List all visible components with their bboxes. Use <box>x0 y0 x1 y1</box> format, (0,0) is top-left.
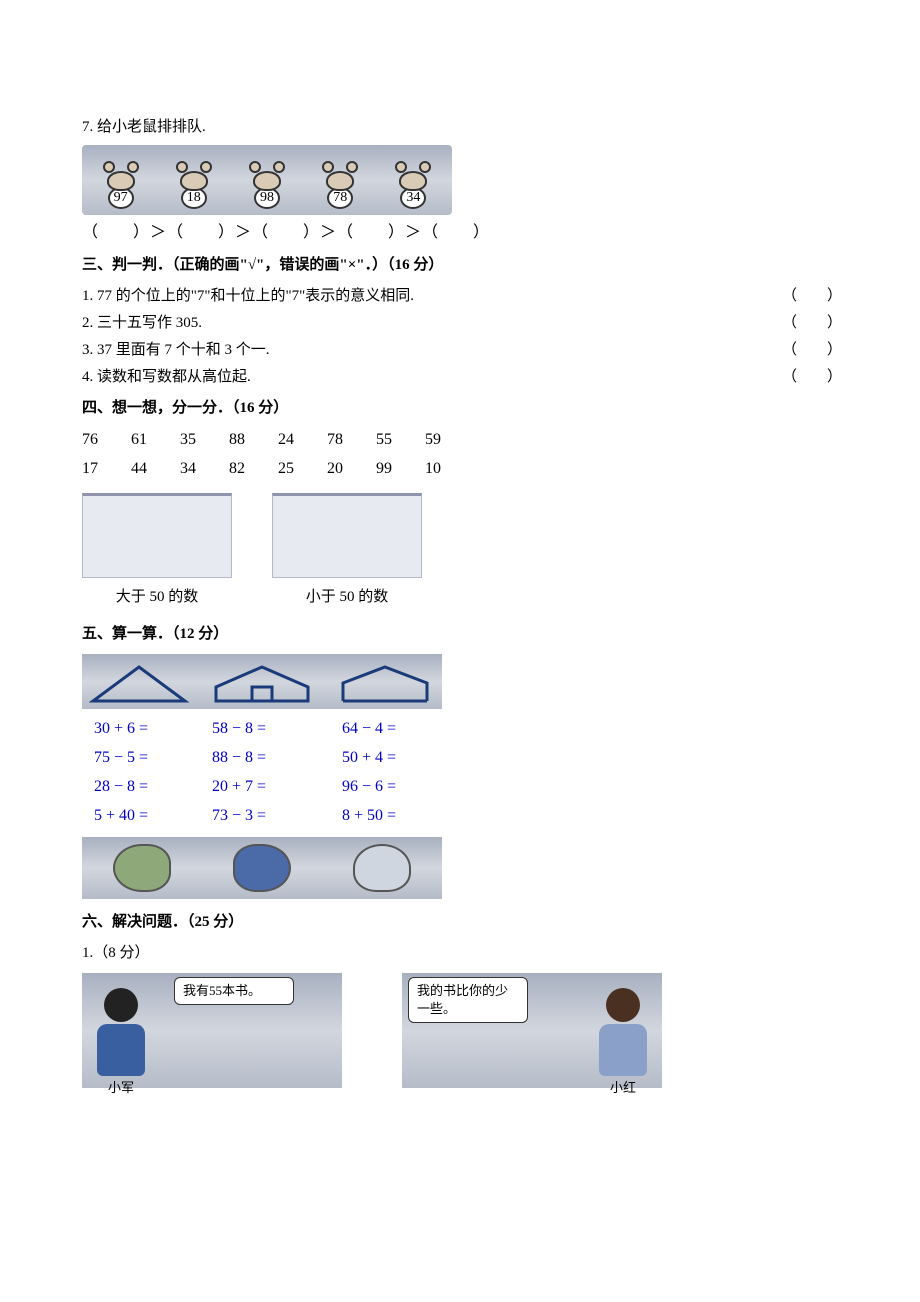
judge-item-3: 3. 37 里面有 7 个十和 3 个一. （ ） <box>82 337 842 364</box>
house-icon <box>212 663 312 705</box>
lt50-box: 小于 50 的数 <box>272 493 422 611</box>
judge-item-4: 4. 读数和写数都从高位起. （ ） <box>82 364 842 391</box>
mouse-4: 78 <box>306 165 375 209</box>
num: 82 <box>229 455 274 484</box>
expr: 88 − 8 = <box>212 744 342 773</box>
judge-text: 3. 37 里面有 7 个十和 3 个一. <box>82 337 270 364</box>
expr: 28 − 8 = <box>82 773 212 802</box>
q7-title: 7. 给小老鼠排排队. <box>82 114 842 141</box>
calc-grid: 30 + 6 = 58 − 8 = 64 − 4 = 75 − 5 = 88 −… <box>82 715 842 830</box>
q6-1-left-panel: 我有55本书。 小军 <box>82 973 342 1088</box>
num: 10 <box>425 455 470 484</box>
judge-text: 2. 三十五写作 305. <box>82 310 202 337</box>
section5-heading: 五、算一算．（12 分） <box>82 621 842 648</box>
section4-heading: 四、想一想，分一分．（16 分） <box>82 395 842 422</box>
box-label-lt: 小于 50 的数 <box>306 584 389 611</box>
num: 88 <box>229 426 274 455</box>
kid-name-right: 小红 <box>594 1076 652 1099</box>
num: 34 <box>180 455 225 484</box>
expr: 30 + 6 = <box>82 715 212 744</box>
number-grid: 76 61 35 88 24 78 55 59 17 44 34 82 25 2… <box>82 426 842 484</box>
box-label-gt: 大于 50 的数 <box>116 584 199 611</box>
mouse-5: 34 <box>379 165 448 209</box>
num: 99 <box>376 455 421 484</box>
judge-item-1: 1. 77 的个位上的"7"和十位上的"7"表示的意义相同. （ ） <box>82 283 842 310</box>
num: 24 <box>278 426 323 455</box>
num: 78 <box>327 426 372 455</box>
num: 55 <box>376 426 421 455</box>
speech-bubble-left: 我有55本书。 <box>174 977 294 1005</box>
speech-bubble-right: 我的书比你的少一些。 <box>408 977 528 1023</box>
mouse-3: 98 <box>232 165 301 209</box>
expr: 75 − 5 = <box>82 744 212 773</box>
expr: 58 − 8 = <box>212 715 342 744</box>
kid-left: 小军 <box>92 988 150 1084</box>
judge-text: 1. 77 的个位上的"7"和十位上的"7"表示的意义相同. <box>82 283 414 310</box>
section3-heading: 三、判一判．（正确的画"√"，错误的画"×"．）（16 分） <box>82 252 842 279</box>
expr: 50 + 4 = <box>342 744 472 773</box>
house-icon <box>335 663 435 705</box>
num: 76 <box>82 426 127 455</box>
kid-name-left: 小军 <box>92 1076 150 1099</box>
q6-1-right-panel: 我的书比你的少一些。 小红 <box>402 973 662 1088</box>
section6-heading: 六、解决问题．（25 分） <box>82 909 842 936</box>
num: 25 <box>278 455 323 484</box>
rabbit-icon <box>353 844 411 892</box>
expr: 20 + 7 = <box>212 773 342 802</box>
gt50-box: 大于 50 的数 <box>82 493 232 611</box>
num: 59 <box>425 426 470 455</box>
judge-blank: （ ） <box>782 364 842 391</box>
num: 17 <box>82 455 127 484</box>
expr: 5 + 40 = <box>82 802 212 831</box>
compare-line: （ ）＞（ ）＞（ ）＞（ ）＞（ ） <box>82 219 842 248</box>
mouse-2: 18 <box>159 165 228 209</box>
calc-footer-image <box>82 837 442 899</box>
q6-1-label: 1.（8 分） <box>82 940 842 967</box>
judge-blank: （ ） <box>782 310 842 337</box>
rooster-icon <box>233 844 291 892</box>
calc-header-image <box>82 654 442 709</box>
judge-item-2: 2. 三十五写作 305. （ ） <box>82 310 842 337</box>
judge-blank: （ ） <box>782 283 842 310</box>
mouse-1: 97 <box>86 165 155 209</box>
expr: 8 + 50 = <box>342 802 472 831</box>
mice-image: 97 18 98 78 34 <box>82 145 452 215</box>
turtle-icon <box>113 844 171 892</box>
num: 44 <box>131 455 176 484</box>
num: 35 <box>180 426 225 455</box>
expr: 64 − 4 = <box>342 715 472 744</box>
expr: 73 − 3 = <box>212 802 342 831</box>
answer-box <box>82 493 232 578</box>
judge-blank: （ ） <box>782 337 842 364</box>
num: 61 <box>131 426 176 455</box>
num: 20 <box>327 455 372 484</box>
answer-box <box>272 493 422 578</box>
judge-text: 4. 读数和写数都从高位起. <box>82 364 251 391</box>
house-icon <box>89 663 189 705</box>
kid-right: 小红 <box>594 988 652 1084</box>
expr: 96 − 6 = <box>342 773 472 802</box>
